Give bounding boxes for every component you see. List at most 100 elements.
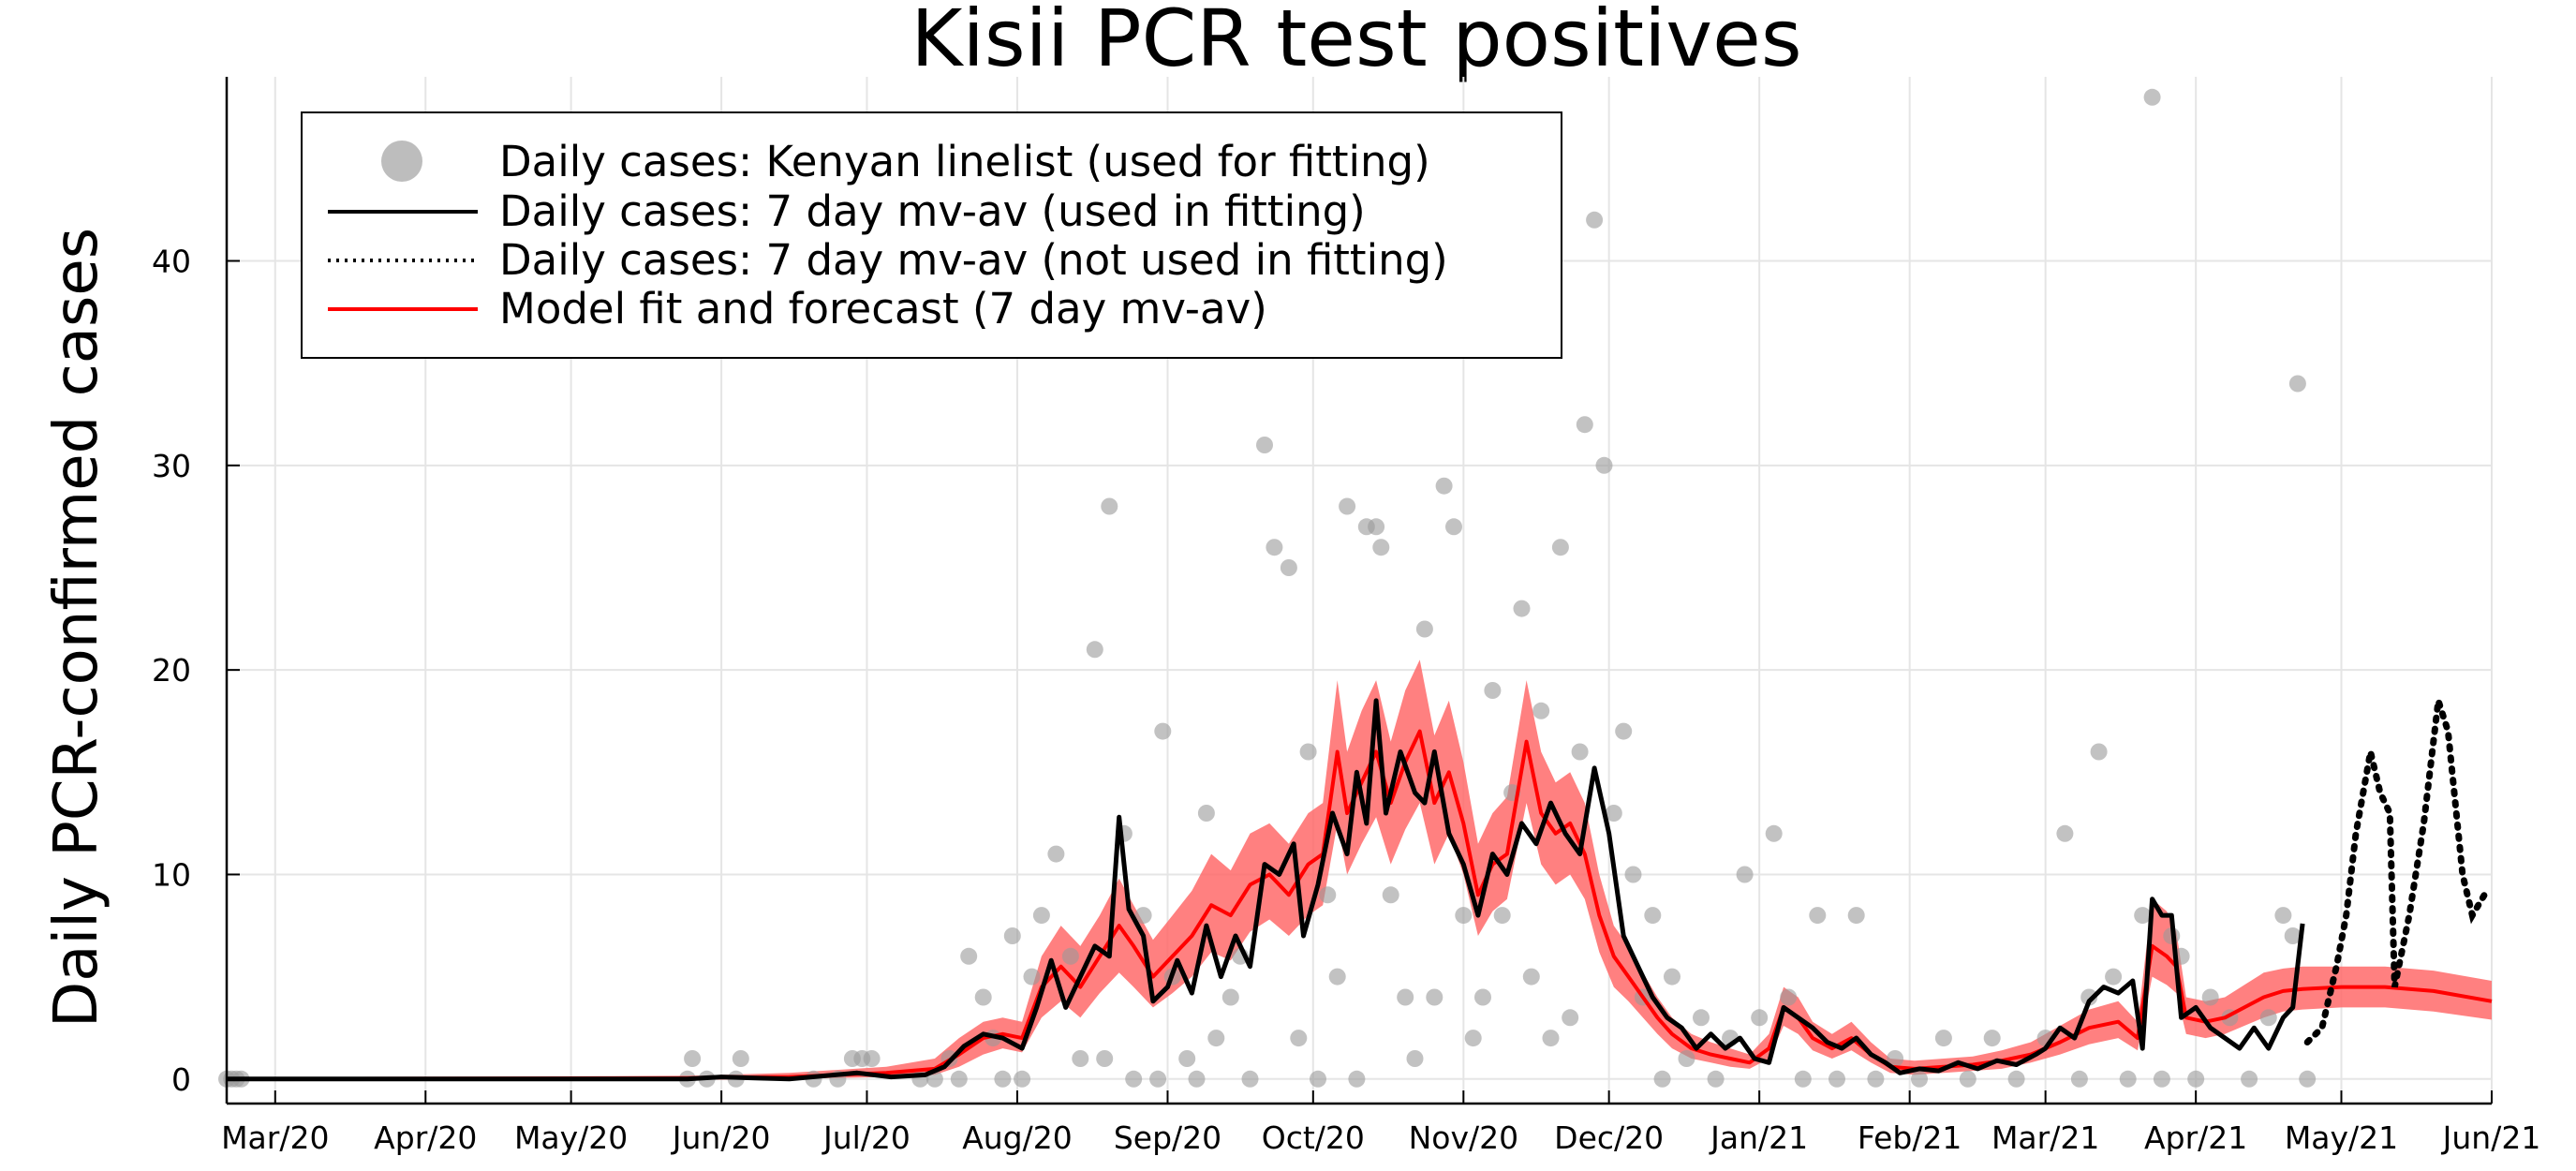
data-point bbox=[1061, 947, 1079, 965]
x-tick-label: Jan/21 bbox=[1709, 1119, 1808, 1156]
data-point bbox=[1221, 988, 1239, 1006]
data-point bbox=[2080, 988, 2098, 1006]
data-point bbox=[1644, 907, 1662, 925]
x-tick-label: Jul/20 bbox=[822, 1119, 910, 1156]
data-point bbox=[1794, 1070, 1812, 1088]
data-point bbox=[1319, 886, 1337, 904]
data-point bbox=[1551, 539, 1569, 556]
x-tick-label: Mar/21 bbox=[1991, 1119, 2099, 1156]
data-point bbox=[1149, 1070, 1167, 1088]
data-point bbox=[1339, 497, 1356, 515]
data-point bbox=[960, 947, 978, 965]
model-uncertainty-band bbox=[227, 660, 2492, 1079]
scatter-layer bbox=[218, 88, 2317, 1088]
data-point bbox=[1513, 600, 1531, 617]
data-point bbox=[1707, 1070, 1725, 1088]
data-point bbox=[1047, 845, 1065, 863]
data-point bbox=[1310, 1070, 1326, 1088]
data-point bbox=[1415, 620, 1433, 638]
y-tick-label: 0 bbox=[171, 1061, 191, 1098]
data-point bbox=[994, 1070, 1012, 1088]
data-point bbox=[1154, 722, 1172, 740]
legend-label-mvav: Daily cases: 7 day mv-av (used in fittin… bbox=[499, 186, 1366, 236]
data-point bbox=[1101, 497, 1118, 515]
data-point bbox=[1241, 1070, 1259, 1088]
data-point bbox=[1455, 907, 1473, 925]
data-point bbox=[1809, 907, 1827, 925]
model-band-layer bbox=[227, 660, 2492, 1079]
x-tick-label: Nov/20 bbox=[1409, 1119, 1519, 1156]
data-point bbox=[1484, 682, 1502, 699]
data-point bbox=[1605, 805, 1622, 822]
data-point bbox=[1562, 1009, 1579, 1027]
data-point bbox=[1397, 988, 1414, 1006]
data-point bbox=[2259, 1009, 2277, 1027]
data-point bbox=[2070, 1070, 2088, 1088]
axes bbox=[225, 77, 2493, 1105]
data-point bbox=[1934, 1030, 1952, 1047]
data-point bbox=[1615, 722, 1633, 740]
data-point bbox=[2284, 927, 2302, 944]
legend-swatch-scatter bbox=[381, 141, 422, 182]
y-tick-label: 30 bbox=[152, 448, 191, 484]
data-point bbox=[1290, 1030, 1308, 1047]
x-tick-label: Aug/20 bbox=[962, 1119, 1073, 1156]
data-point bbox=[1678, 1050, 1695, 1067]
data-point bbox=[863, 1050, 881, 1067]
data-point bbox=[1348, 1070, 1366, 1088]
x-tick-label: May/20 bbox=[514, 1119, 628, 1156]
data-point bbox=[1266, 539, 1283, 556]
data-point bbox=[2153, 1070, 2170, 1088]
data-point bbox=[1867, 1070, 1885, 1088]
data-point bbox=[2288, 375, 2306, 393]
data-point bbox=[1542, 1030, 1560, 1047]
x-tick-label: Jun/21 bbox=[2441, 1119, 2541, 1156]
x-tick-label: Feb/21 bbox=[1858, 1119, 1962, 1156]
y-tick-label: 10 bbox=[152, 856, 191, 893]
data-point bbox=[1188, 1070, 1206, 1088]
data-point bbox=[1197, 805, 1215, 822]
data-point bbox=[2241, 1070, 2258, 1088]
data-point bbox=[732, 1050, 749, 1067]
data-point bbox=[2105, 968, 2123, 986]
data-point bbox=[2007, 1070, 2025, 1088]
x-tick-label: Apr/20 bbox=[374, 1119, 477, 1156]
x-tick-label: Jun/20 bbox=[671, 1119, 771, 1156]
data-point bbox=[1368, 518, 1385, 536]
data-point bbox=[1736, 866, 1754, 883]
legend-label-model: Model fit and forecast (7 day mv-av) bbox=[499, 284, 1267, 334]
data-point bbox=[1280, 559, 1297, 576]
data-point bbox=[1207, 1030, 1225, 1047]
data-point bbox=[684, 1050, 702, 1067]
data-point bbox=[1522, 968, 1540, 986]
data-point bbox=[2299, 1070, 2317, 1088]
data-point bbox=[1464, 1030, 1482, 1047]
data-point bbox=[1586, 211, 1604, 229]
data-point bbox=[1751, 1009, 1769, 1027]
x-tick-label: Sep/20 bbox=[1114, 1119, 1221, 1156]
mvav-line bbox=[227, 698, 2305, 1082]
data-point bbox=[1765, 824, 1783, 842]
data-point bbox=[1023, 968, 1041, 986]
data-point bbox=[1780, 988, 1798, 1006]
data-point bbox=[1256, 437, 1273, 453]
legend-box bbox=[301, 111, 1562, 359]
data-point bbox=[1072, 1050, 1089, 1067]
data-point bbox=[1086, 641, 1103, 659]
data-point bbox=[2119, 1070, 2137, 1088]
data-point bbox=[1887, 1050, 1904, 1067]
data-point bbox=[1426, 988, 1443, 1006]
data-point bbox=[1828, 1070, 1845, 1088]
data-point bbox=[1382, 886, 1399, 904]
x-tick-label: Oct/20 bbox=[1262, 1119, 1365, 1156]
x-tick-label: Mar/20 bbox=[221, 1119, 329, 1156]
data-point bbox=[1474, 988, 1491, 1006]
data-point bbox=[1693, 1009, 1710, 1027]
data-point bbox=[1624, 866, 1642, 883]
data-point bbox=[2134, 907, 2152, 925]
data-point bbox=[1003, 927, 1021, 944]
data-point bbox=[2274, 907, 2292, 925]
data-point bbox=[1406, 1050, 1424, 1067]
chart-title: Kisii PCR test positives bbox=[910, 0, 1801, 84]
